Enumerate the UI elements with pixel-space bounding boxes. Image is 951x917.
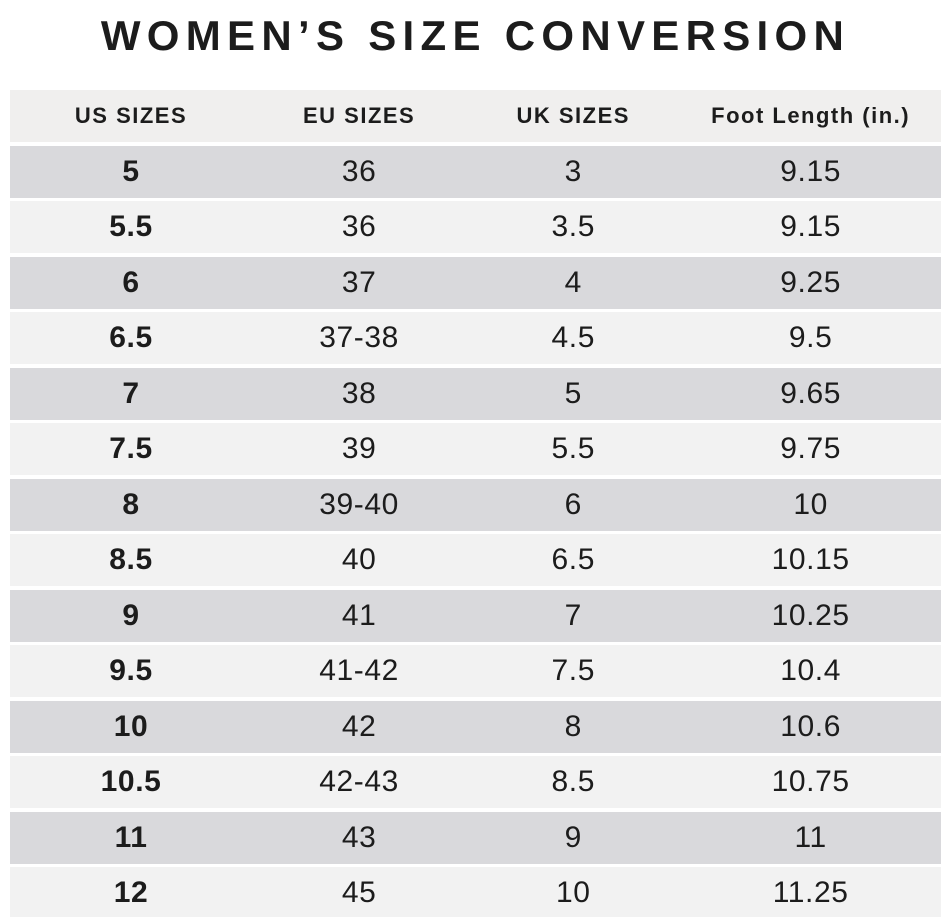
- foot-length-cell: 9.75: [780, 432, 842, 465]
- us-size-cell: 9: [122, 598, 140, 632]
- table-row: 8 39-40 6 10: [10, 478, 941, 531]
- foot-length-cell: 10.6: [780, 709, 842, 743]
- table-body: 5 36 3 9.15 5.5 36 3.5 9.15 6 37 4 9.25 6.5 37-38 4.5 9…: [10, 145, 941, 917]
- eu-size-cell: 43: [341, 820, 377, 854]
- us-size-cell: 11: [114, 820, 148, 854]
- us-size-cell: 12: [113, 876, 149, 909]
- uk-size-cell: 5: [564, 376, 582, 410]
- table-row: 9 41 7 10.25: [10, 589, 941, 642]
- eu-size-cell: 45: [341, 876, 377, 909]
- column-header-uk-sizes: UK SIZES: [516, 103, 630, 128]
- table-row: 6.5 37-38 4.5 9.5: [10, 312, 941, 364]
- foot-length-cell: 10.25: [771, 598, 850, 632]
- us-size-cell: 9.5: [109, 654, 153, 687]
- uk-size-cell: 7.5: [551, 654, 595, 687]
- foot-length-cell: 9.15: [780, 210, 842, 243]
- eu-size-cell: 42: [341, 709, 377, 743]
- table-row: 6 37 4 9.25: [10, 256, 941, 309]
- table-row: 12 45 10 11.25: [10, 867, 941, 917]
- eu-size-cell: 41-42: [319, 654, 399, 687]
- eu-size-cell: 39-40: [319, 487, 399, 521]
- foot-length-cell: 10: [793, 487, 828, 521]
- page-title: WOMEN’S SIZE CONVERSION: [100, 12, 851, 59]
- eu-size-cell: 42-43: [319, 765, 399, 798]
- us-size-cell: 8.5: [109, 543, 153, 576]
- uk-size-cell: 4.5: [551, 321, 595, 354]
- uk-size-cell: 10: [555, 876, 591, 909]
- table-row: 5 36 3 9.15: [10, 145, 941, 198]
- column-header-foot-length: Foot Length (in.): [711, 103, 911, 128]
- eu-size-cell: 36: [341, 210, 377, 243]
- column-header-us-sizes: US SIZES: [74, 103, 188, 128]
- size-conversion-table: US SIZES EU SIZES UK SIZES Foot Length (…: [10, 90, 941, 917]
- eu-size-cell: 41: [341, 598, 377, 632]
- us-size-cell: 5: [122, 154, 140, 188]
- uk-size-cell: 3.5: [551, 210, 595, 243]
- us-size-cell: 7.5: [109, 432, 153, 465]
- us-size-cell: 10: [113, 709, 149, 743]
- foot-length-cell: 9.65: [780, 376, 842, 410]
- eu-size-cell: 37: [341, 265, 377, 299]
- uk-size-cell: 3: [564, 154, 582, 188]
- table-header-row: US SIZES EU SIZES UK SIZES Foot Length (…: [10, 90, 941, 142]
- table-row: 10.5 42-43 8.5 10.75: [10, 756, 941, 808]
- table-row: 11 43 9 11: [10, 811, 941, 864]
- table-row: 5.5 36 3.5 9.15: [10, 201, 941, 253]
- eu-size-cell: 39: [341, 432, 377, 465]
- uk-size-cell: 5.5: [551, 432, 595, 465]
- uk-size-cell: 6: [564, 487, 582, 521]
- us-size-cell: 8: [122, 487, 140, 521]
- foot-length-cell: 10.75: [771, 765, 850, 798]
- uk-size-cell: 7: [564, 598, 582, 632]
- us-size-cell: 10.5: [100, 765, 162, 798]
- foot-length-cell: 9.15: [780, 154, 842, 188]
- uk-size-cell: 8.5: [551, 765, 595, 798]
- foot-length-cell: 11: [794, 820, 827, 854]
- foot-length-cell: 11.25: [772, 876, 849, 909]
- table-row: 10 42 8 10.6: [10, 700, 941, 753]
- us-size-cell: 6.5: [109, 321, 153, 354]
- eu-size-cell: 37-38: [319, 321, 399, 354]
- uk-size-cell: 6.5: [551, 543, 595, 576]
- eu-size-cell: 36: [341, 154, 377, 188]
- uk-size-cell: 9: [564, 820, 582, 854]
- uk-size-cell: 4: [564, 265, 582, 299]
- uk-size-cell: 8: [564, 709, 582, 743]
- us-size-cell: 5.5: [109, 210, 153, 243]
- table-row: 7 38 5 9.65: [10, 367, 941, 420]
- table-row: 8.5 40 6.5 10.15: [10, 534, 941, 586]
- foot-length-cell: 10.15: [771, 543, 850, 576]
- column-header-eu-sizes: EU SIZES: [302, 103, 416, 128]
- foot-length-cell: 9.25: [780, 265, 842, 299]
- us-size-cell: 7: [122, 376, 140, 410]
- table-row: 7.5 39 5.5 9.75: [10, 423, 941, 475]
- eu-size-cell: 40: [341, 543, 377, 576]
- table-row: 9.5 41-42 7.5 10.4: [10, 645, 941, 697]
- us-size-cell: 6: [122, 265, 140, 299]
- foot-length-cell: 10.4: [780, 654, 842, 687]
- eu-size-cell: 38: [341, 376, 377, 410]
- foot-length-cell: 9.5: [788, 321, 833, 354]
